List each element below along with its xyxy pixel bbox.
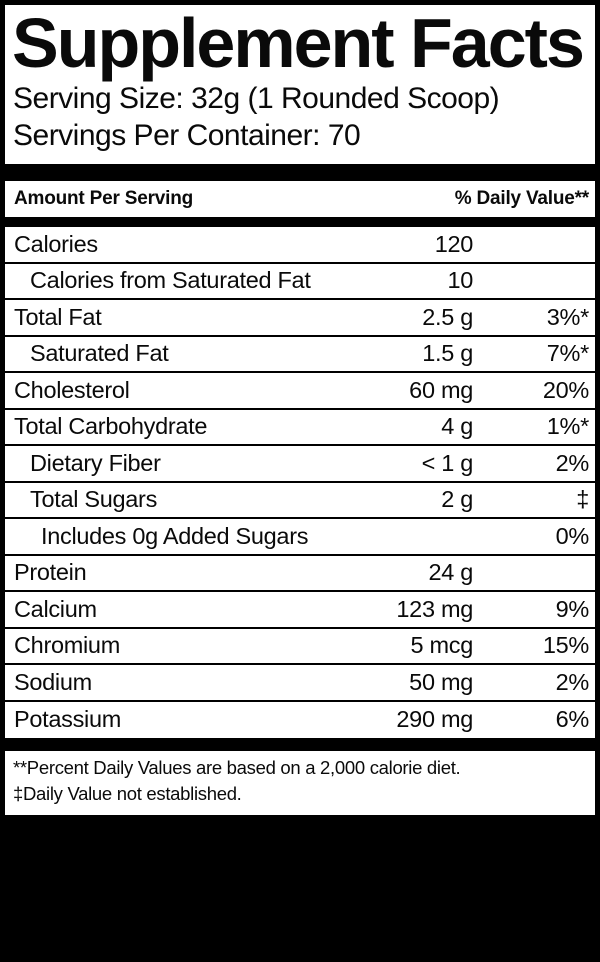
nutrient-daily-value: 9% [555,595,590,622]
serving-size-text: Serving Size: 32g (1 Rounded Scoop) [13,82,500,115]
nutrient-amount: 120 [434,230,474,257]
panel-title: Supplement Facts [12,5,585,82]
table-row: Total Sugars 2 g ‡ [5,483,595,519]
divider-bar-header [5,217,595,227]
divider-bar-top [5,164,595,181]
nutrient-table: Calories 120 Calories from Saturated Fat… [5,227,595,738]
footnotes: **Percent Daily Values are based on a 2,… [5,751,595,807]
table-row: Includes 0g Added Sugars 0% [5,519,595,556]
table-row: Cholesterol 60 mg 20% [5,373,595,410]
amount-per-serving-header: Amount Per Serving [14,188,194,209]
nutrient-amount: 4 g [441,413,473,440]
nutrient-name: Calories from Saturated Fat [30,267,311,294]
nutrient-daily-value: 20% [542,376,589,403]
table-row: Calories from Saturated Fat 10 [5,264,595,300]
nutrient-amount: 2 g [441,486,473,513]
nutrient-daily-value: 6% [555,706,590,733]
table-row: Protein 24 g [5,556,595,592]
nutrient-name: Includes 0g Added Sugars [41,522,309,549]
nutrient-amount: 5 mcg [410,632,474,659]
nutrient-amount: < 1 g [421,449,474,476]
servings-per-container-text: Servings Per Container: 70 [13,119,361,152]
nutrient-daily-value: 1%* [546,413,590,440]
nutrient-name: Potassium [14,706,122,733]
nutrient-daily-value: 2% [555,449,590,476]
nutrient-daily-value: 2% [555,668,590,695]
table-row: Total Fat 2.5 g 3%* [5,300,595,337]
table-row: Calcium 123 mg 9% [5,592,595,629]
table-row: Calories 120 [5,227,595,264]
nutrient-name: Total Carbohydrate [14,413,208,440]
nutrient-daily-value: 7%* [546,340,590,367]
nutrient-amount: 50 mg [409,668,473,695]
table-row: Chromium 5 mcg 15% [5,629,595,665]
table-row: Potassium 290 mg 6% [5,702,595,739]
nutrient-name: Saturated Fat [30,340,169,367]
nutrient-amount: 290 mg [396,706,473,733]
nutrient-daily-value: 0% [555,522,590,549]
nutrient-name: Calcium [14,595,97,622]
nutrient-amount: 60 mg [409,376,473,403]
nutrient-name: Calories [14,230,98,257]
nutrient-amount: 10 [447,267,473,294]
nutrient-amount: 123 mg [396,595,473,622]
nutrient-name: Dietary Fiber [30,449,161,476]
nutrient-name: Total Sugars [30,486,158,513]
nutrient-name: Chromium [14,632,120,659]
nutrient-name: Sodium [14,668,92,695]
table-header-row: Amount Per Serving % Daily Value** [5,181,595,217]
nutrient-amount: 24 g [428,559,473,586]
nutrient-name: Protein [14,559,87,586]
footnote-not-established: ‡Daily Value not established. [13,783,242,804]
table-row: Dietary Fiber < 1 g 2% [5,446,595,483]
nutrient-amount: 1.5 g [422,340,473,367]
nutrient-daily-value: 15% [542,632,589,659]
table-row: Saturated Fat 1.5 g 7%* [5,337,595,373]
nutrient-daily-value: 3%* [546,303,590,330]
footnote-daily-values: **Percent Daily Values are based on a 2,… [13,757,461,778]
table-row: Total Carbohydrate 4 g 1%* [5,410,595,446]
nutrient-amount: 2.5 g [422,303,473,330]
nutrient-daily-value: ‡ [576,486,589,513]
table-row: Sodium 50 mg 2% [5,665,595,702]
divider-bar-bottom [5,738,595,751]
daily-value-header: % Daily Value** [454,188,589,209]
nutrient-name: Total Fat [14,303,102,330]
supplement-facts-panel: Supplement Facts Serving Size: 32g (1 Ro… [5,5,595,815]
nutrient-name: Cholesterol [14,376,130,403]
